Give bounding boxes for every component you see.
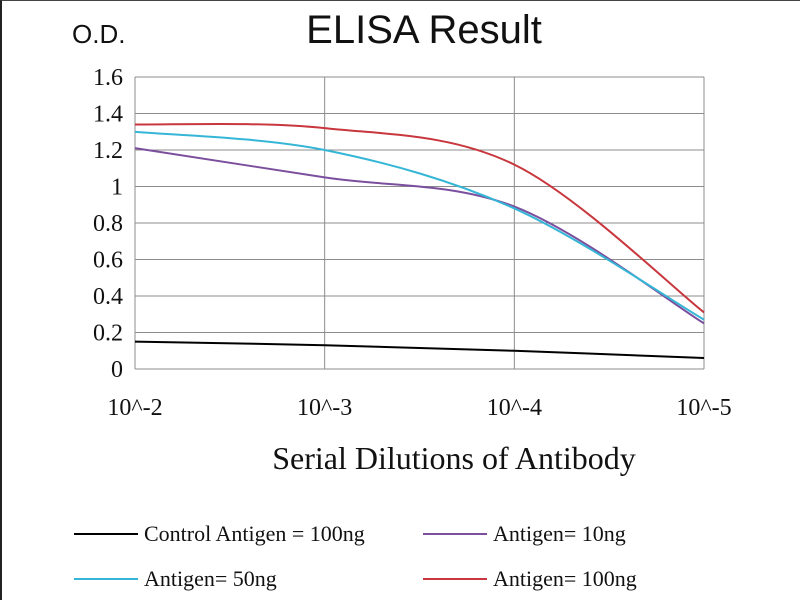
x-tick-label: 10^-2	[107, 395, 162, 421]
y-tick-label: 0.4	[93, 284, 123, 310]
x-tick-label: 10^-3	[297, 395, 352, 421]
legend-label: Antigen= 10ng	[493, 521, 626, 546]
y-tick-label: 1	[111, 175, 123, 201]
series-lines	[134, 122, 705, 360]
x-tick-label: 10^-5	[676, 395, 731, 421]
series-line-3	[134, 130, 705, 321]
legend-label: Control Antigen = 100ng	[144, 521, 365, 546]
y-tick-label: 1.6	[93, 65, 123, 91]
legend-label: Antigen= 50ng	[144, 566, 277, 591]
x-axis-label: Serial Dilutions of Antibody	[272, 440, 636, 476]
x-tick-labels: 10^-2 10^-3 10^-4 10^-5	[107, 395, 731, 421]
x-tick-label: 10^-4	[487, 395, 542, 421]
series-line-4	[134, 122, 705, 314]
y-tick-labels: 0 0.2 0.4 0.6 0.8 1 1.2 1.4 1.6	[93, 65, 123, 383]
y-tick-label: 0	[111, 357, 123, 383]
legend-label: Antigen= 100ng	[493, 566, 637, 591]
series-line-1	[134, 340, 705, 360]
y-tick-label: 0.6	[93, 248, 123, 274]
y-axis-label: O.D.	[72, 19, 125, 49]
chart-title: ELISA Result	[306, 8, 542, 52]
y-tick-label: 0.2	[93, 321, 123, 347]
y-tick-label: 1.2	[93, 138, 123, 164]
y-tick-label: 0.8	[93, 211, 123, 237]
grid-lines	[134, 76, 705, 370]
legend: Control Antigen = 100ng Antigen= 10ng Anti…	[74, 521, 637, 591]
y-tick-label: 1.4	[93, 102, 123, 128]
